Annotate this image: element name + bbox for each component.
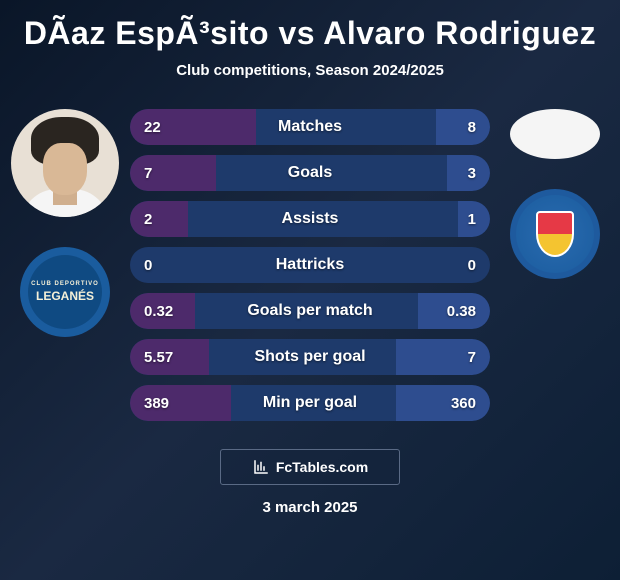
stat-value-right: 8 (468, 119, 476, 136)
comparison-card: DÃ­az EspÃ³sito vs Alvaro Rodriguez Club… (0, 0, 620, 580)
stat-label: Assists (130, 210, 490, 228)
stat-bar: 2 Assists 1 (130, 201, 490, 237)
stat-label: Goals (130, 164, 490, 182)
main-row: CLUB DEPORTIVO LEGANÉS 22 Matches 8 7 Go… (10, 109, 610, 431)
stat-value-right: 1 (468, 211, 476, 228)
player-right-photo (510, 109, 600, 159)
stats-column: 22 Matches 8 7 Goals 3 2 Assists 1 0 Hat… (130, 109, 490, 431)
stat-label: Matches (130, 118, 490, 136)
chart-icon (252, 458, 270, 476)
stat-bar: 0 Hattricks 0 (130, 247, 490, 283)
left-column: CLUB DEPORTIVO LEGANÉS (10, 109, 120, 337)
stat-label: Shots per goal (130, 348, 490, 366)
stat-value-right: 3 (468, 165, 476, 182)
date: 3 march 2025 (10, 499, 610, 516)
stat-label: Min per goal (130, 394, 490, 412)
stat-label: Hattricks (130, 256, 490, 274)
stat-value-right: 0 (468, 257, 476, 274)
stat-label: Goals per match (130, 302, 490, 320)
watermark-text: FcTables.com (276, 459, 368, 475)
page-title: DÃ­az EspÃ³sito vs Alvaro Rodriguez (10, 15, 610, 52)
stat-value-right: 360 (451, 395, 476, 412)
stat-bar: 7 Goals 3 (130, 155, 490, 191)
watermark[interactable]: FcTables.com (220, 449, 400, 485)
stat-bar: 5.57 Shots per goal 7 (130, 339, 490, 375)
stat-bar: 0.32 Goals per match 0.38 (130, 293, 490, 329)
subtitle: Club competitions, Season 2024/2025 (10, 62, 610, 79)
club-logo-left: CLUB DEPORTIVO LEGANÉS (20, 247, 110, 337)
stat-bar: 22 Matches 8 (130, 109, 490, 145)
player-left-photo (11, 109, 119, 217)
right-column (500, 109, 610, 279)
club-logo-right (510, 189, 600, 279)
stat-value-right: 0.38 (447, 303, 476, 320)
stat-value-right: 7 (468, 349, 476, 366)
stat-bar: 389 Min per goal 360 (130, 385, 490, 421)
